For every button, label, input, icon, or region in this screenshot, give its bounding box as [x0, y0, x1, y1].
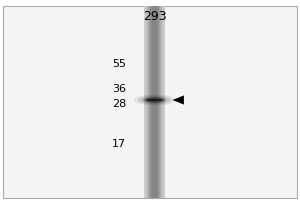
Bar — [146, 6, 164, 198]
Bar — [151, 6, 158, 198]
Text: 55: 55 — [112, 59, 126, 69]
Bar — [146, 6, 163, 198]
Bar — [150, 6, 159, 198]
Ellipse shape — [134, 95, 175, 106]
Bar — [145, 6, 164, 198]
Bar — [144, 6, 165, 198]
Text: 293: 293 — [143, 9, 166, 22]
Bar — [147, 6, 162, 198]
Bar — [152, 6, 158, 198]
Bar — [152, 6, 157, 198]
Bar — [154, 6, 156, 198]
Bar — [144, 6, 165, 198]
Bar — [152, 6, 157, 198]
Text: 17: 17 — [112, 139, 126, 149]
Ellipse shape — [138, 96, 171, 104]
Bar — [150, 6, 159, 198]
Text: 36: 36 — [112, 84, 126, 94]
Bar — [149, 6, 160, 198]
Bar — [148, 6, 161, 198]
Bar — [153, 6, 156, 198]
Ellipse shape — [145, 97, 164, 103]
Ellipse shape — [146, 99, 163, 101]
Polygon shape — [172, 95, 184, 105]
Bar — [145, 6, 164, 198]
Text: 28: 28 — [112, 99, 126, 109]
Bar — [147, 6, 162, 198]
Bar — [154, 6, 155, 198]
Bar — [148, 6, 161, 198]
Bar — [153, 6, 156, 198]
Bar — [149, 6, 160, 198]
Ellipse shape — [142, 97, 167, 103]
